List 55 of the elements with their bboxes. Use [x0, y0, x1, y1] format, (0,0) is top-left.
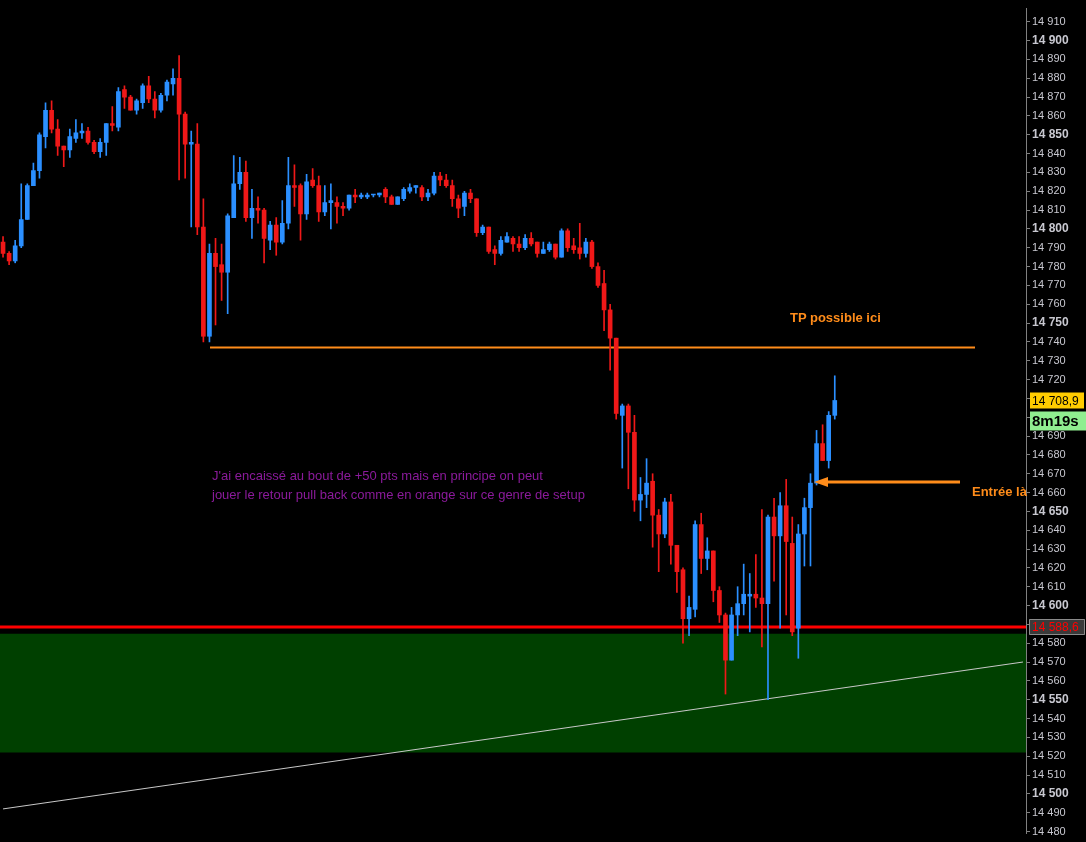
y-tick-label: 14 620	[1032, 560, 1066, 573]
candlestick	[188, 130, 194, 228]
y-tick-label: 14 860	[1032, 108, 1066, 121]
candlestick	[61, 145, 67, 168]
y-tick-label: 14 760	[1032, 297, 1066, 310]
y-tick-label: 14 520	[1032, 749, 1066, 762]
y-tick-label: 14 670	[1032, 466, 1066, 479]
y-tick-label: 14 610	[1032, 579, 1066, 592]
y-tick-label: 14 480	[1032, 824, 1066, 837]
ref-line-label: TP possible ici	[790, 310, 881, 326]
y-tick-label: 14 600	[1032, 597, 1070, 612]
y-tick-label: 14 800	[1032, 221, 1070, 236]
y-tick-label: 14 550	[1032, 692, 1070, 707]
y-tick-label: 14 770	[1032, 278, 1066, 291]
candlestick	[109, 106, 115, 132]
y-tick-label: 14 570	[1032, 655, 1066, 668]
y-tick-label: 14 780	[1032, 259, 1066, 272]
y-tick-label: 14 890	[1032, 52, 1066, 65]
candlestick	[340, 202, 346, 217]
y-tick-label: 14 510	[1032, 768, 1066, 781]
y-tick-label: 14 910	[1032, 14, 1066, 27]
y-tick-label: 14 680	[1032, 447, 1066, 460]
candlestick	[334, 196, 340, 224]
y-tick-label: 14 690	[1032, 429, 1066, 442]
y-tick-label: 14 640	[1032, 523, 1066, 536]
y-tick-label: 14 820	[1032, 184, 1066, 197]
y-tick-label: 14 790	[1032, 240, 1066, 253]
text: 14 708,9	[1032, 393, 1080, 408]
y-tick-label: 14 740	[1032, 334, 1066, 347]
candlestick	[619, 403, 625, 469]
y-tick-label: 14 490	[1032, 805, 1066, 818]
y-tick-label: 14 750	[1032, 315, 1070, 330]
y-tick-label: 14 580	[1032, 636, 1066, 649]
annotation: J'ai encaissé au bout de +50 pts mais en principe on peut jouer le retour pull back comme en orange sur ce genre de setup	[211, 467, 585, 502]
y-tick-label: 14 730	[1032, 353, 1066, 366]
text: 8m19s	[1032, 411, 1079, 429]
y-tick-label: 14 500	[1032, 786, 1070, 801]
y-tick-label: 14 630	[1032, 542, 1066, 555]
y-tick-label: 14 720	[1032, 372, 1066, 385]
y-tick-label: 14 830	[1032, 165, 1066, 178]
y-tick-label: 14 840	[1032, 146, 1066, 159]
y-tick-label: 14 660	[1032, 485, 1066, 498]
y-tick-label: 14 560	[1032, 673, 1066, 686]
y-tick-label: 14 530	[1032, 730, 1066, 743]
candlestick	[328, 183, 334, 230]
ref-line-label: 14 588,6	[1032, 620, 1080, 635]
y-tick-label: 14 900	[1032, 32, 1070, 47]
annotation: Entrée là	[972, 483, 1028, 499]
y-tick-label: 14 810	[1032, 203, 1066, 216]
y-tick-label: 14 880	[1032, 71, 1066, 84]
candlestick	[704, 537, 710, 571]
y-tick-label: 14 650	[1032, 503, 1070, 518]
y-tick-label: 14 850	[1032, 127, 1070, 142]
y-tick-label: 14 870	[1032, 90, 1066, 103]
y-tick-label: 14 540	[1032, 711, 1066, 724]
